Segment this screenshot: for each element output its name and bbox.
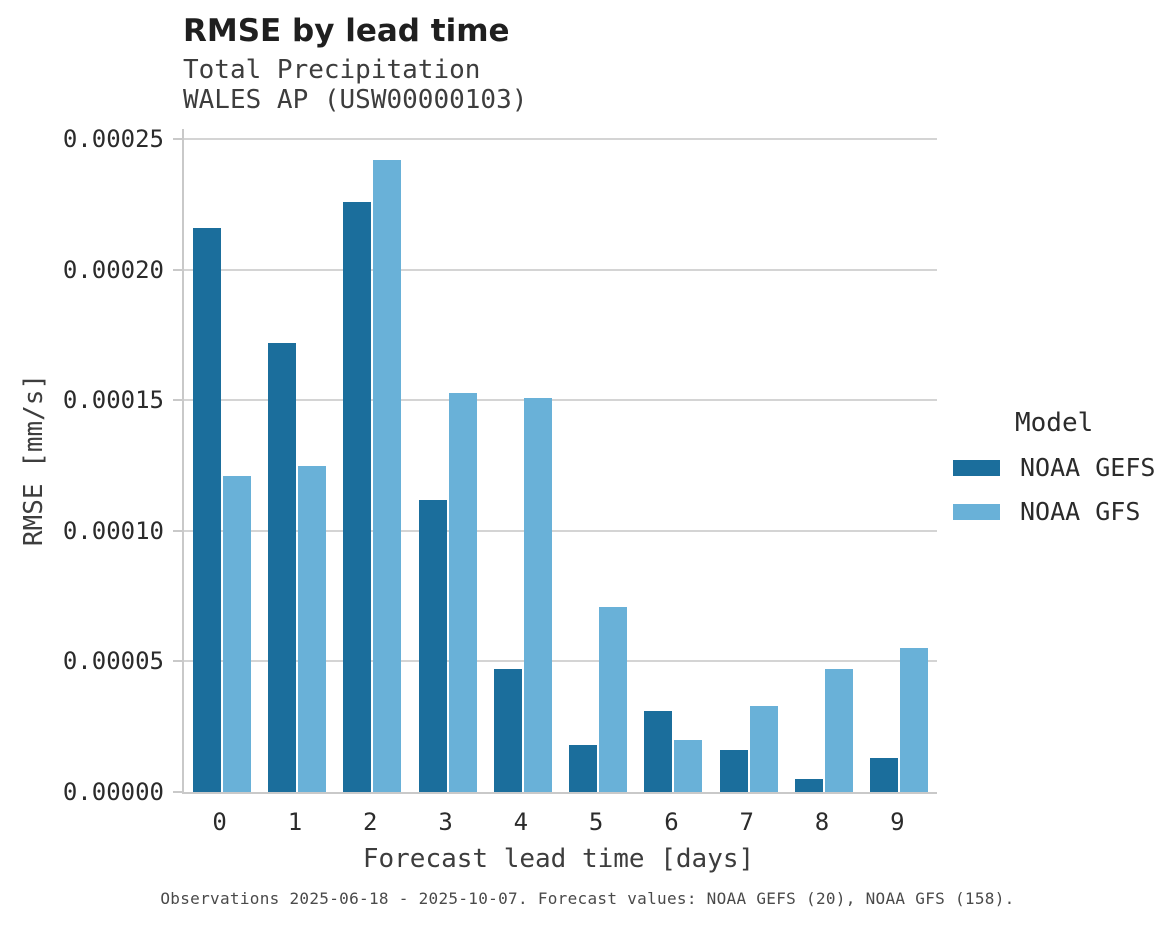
bar-noaa-gfs-day-9 [900,648,929,792]
y-tick-label-0.00015: 0.00015 [62,386,164,415]
bar-group-day-2 [335,129,410,792]
bar-noaa-gfs-day-4 [523,397,552,792]
x-tick-label-7: 7 [739,808,754,836]
bar-noaa-gefs-day-0 [192,228,221,792]
x-tick-label-8: 8 [814,808,830,836]
gridline-0.00005 [184,660,937,663]
bar-group-day-9 [862,129,937,792]
bar-noaa-gefs-day-1 [267,343,296,792]
bar-noaa-gefs-day-3 [418,499,447,792]
y-tick-label-0.00025: 0.00025 [62,125,164,154]
x-tick-label-0: 0 [212,808,227,836]
x-axis-title: Forecast lead time [days] [362,844,755,874]
bar-noaa-gefs-day-7 [719,750,748,792]
bar-noaa-gfs-day-3 [448,392,477,792]
bar-noaa-gfs-day-8 [825,669,854,792]
gridline-0.00010 [184,529,937,532]
y-tick-label-0.00010: 0.00010 [62,516,164,545]
chart-subtitle-station: WALES AP (USW00000103) [183,84,528,115]
x-tick-label-4: 4 [513,808,529,836]
gridline-0.00020 [184,268,937,271]
legend-swatch-icon [953,459,1000,476]
bar-group-day-1 [259,129,334,792]
y-tick-mark-0.00010 [173,529,182,532]
x-tick-label-5: 5 [588,808,604,836]
y-tick-mark-0.00015 [173,399,182,402]
x-tick-label-9: 9 [890,808,905,836]
bar-noaa-gfs-day-0 [222,476,251,792]
legend-swatch-icon [953,503,1000,520]
plot-area: 0.00000 0.00005 0.00010 0.00015 0.00020 0.000… [63,127,937,804]
legend-item-noaa-gefs: NOAA GEFS [953,453,1155,482]
legend-item-noaa-gfs: NOAA GFS [953,497,1155,526]
y-tick-mark-0.00000 [173,791,182,793]
y-tick-mark-0.00005 [173,660,182,663]
bar-noaa-gfs-day-2 [373,160,402,792]
y-tick-mark-0.00020 [173,268,182,271]
gridline-0.00015 [184,399,937,402]
bar-group-day-8 [786,129,861,792]
chart-subtitle-variable: Total Precipitation [183,54,481,85]
bar-noaa-gefs-day-6 [644,711,673,792]
bar-group-day-5 [560,129,635,792]
chart-title: RMSE by lead time [183,13,510,49]
legend-label: NOAA GEFS [1020,453,1156,482]
bar-group-day-7 [711,129,786,792]
legend: Model NOAA GEFS NOAA GFS [953,408,1155,526]
bar-noaa-gfs-day-6 [674,739,703,792]
y-tick-label-0.00005: 0.00005 [62,647,164,676]
bar-group-day-3 [410,129,485,792]
bar-noaa-gfs-day-5 [599,606,628,792]
bar-noaa-gfs-day-1 [297,465,326,792]
x-tick-labels: 0 1 2 3 4 5 6 7 8 9 [182,808,935,836]
y-tick-label-0.00000: 0.00000 [62,778,164,806]
legend-title: Model [1015,408,1094,438]
bar-group-day-4 [485,129,560,792]
y-tick-mark-0.00025 [173,138,182,141]
bar-group-day-0 [184,129,259,792]
title-block: RMSE by lead time Total Precipitation WA… [183,13,528,115]
bar-noaa-gefs-day-9 [870,758,899,792]
x-tick-label-6: 6 [664,808,679,836]
y-tick-label-0.00020: 0.00020 [62,255,164,284]
bar-noaa-gfs-day-7 [749,705,778,792]
y-axis-title: RMSE [mm/s] [19,373,49,547]
x-tick-label-1: 1 [287,808,303,836]
legend-label: NOAA GFS [1020,497,1141,526]
caption: Observations 2025-06-18 - 2025-10-07. Fo… [160,889,1015,908]
bar-noaa-gefs-day-8 [795,778,824,792]
bars-layer [184,129,937,792]
bar-noaa-gefs-day-4 [493,669,522,792]
bar-noaa-gefs-day-2 [343,202,372,792]
x-tick-label-2: 2 [363,808,378,836]
x-tick-label-3: 3 [438,808,453,836]
legend-items: NOAA GEFS NOAA GFS [953,453,1155,526]
gridline-0.00025 [184,138,937,141]
bar-group-day-6 [636,129,711,792]
bar-noaa-gefs-day-5 [569,745,598,792]
